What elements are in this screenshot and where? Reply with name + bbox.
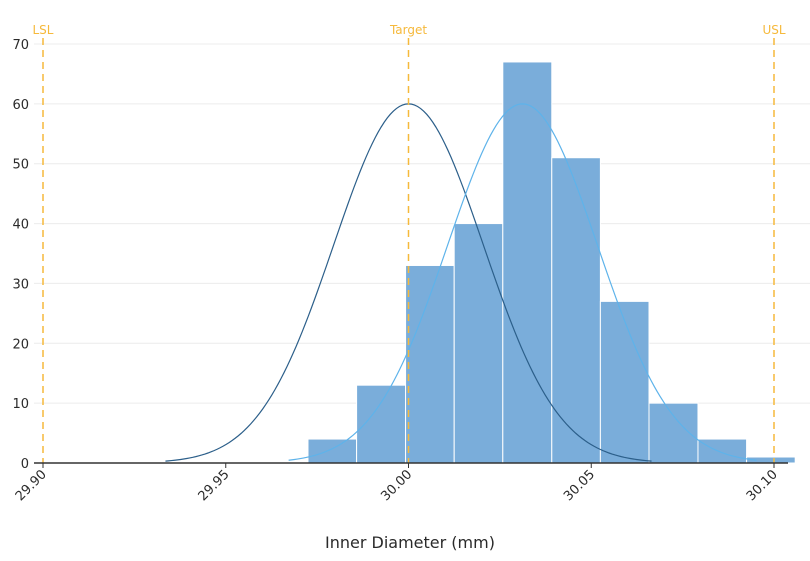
spec-label: Target xyxy=(389,23,427,37)
y-tick-label: 70 xyxy=(12,38,29,53)
histogram-bar xyxy=(551,157,601,464)
y-tick-label: 40 xyxy=(12,218,29,233)
y-tick-label: 10 xyxy=(12,397,29,412)
x-tick-label: 30.10 xyxy=(744,467,781,504)
y-tick-label: 30 xyxy=(12,277,29,292)
spec-limit-lines: LSL Target USL xyxy=(33,23,786,463)
histogram-bar xyxy=(307,438,358,464)
y-tick-label: 20 xyxy=(12,337,29,352)
x-axis-ticks: 29.90 29.95 30.00 30.05 30.10 xyxy=(13,463,781,504)
x-tick-label: 30.00 xyxy=(378,467,415,504)
y-tick-label: 0 xyxy=(21,457,29,472)
y-axis-ticks: 0 10 20 30 40 50 60 70 xyxy=(12,38,29,472)
spec-label: LSL xyxy=(33,23,54,37)
histogram-bar xyxy=(648,402,699,464)
histogram-bar xyxy=(405,264,455,464)
x-tick-label: 29.95 xyxy=(196,467,233,504)
histogram-bar xyxy=(502,61,553,464)
x-axis-title: Inner Diameter (mm) xyxy=(325,533,495,552)
normal-curve xyxy=(288,103,757,461)
histogram-bar xyxy=(453,223,504,464)
histogram-bar xyxy=(697,438,748,464)
y-tick-label: 50 xyxy=(12,158,29,173)
spec-label: USL xyxy=(762,23,785,37)
y-tick-label: 60 xyxy=(12,98,29,113)
histogram-bar xyxy=(599,300,650,464)
x-tick-label: 29.90 xyxy=(13,467,50,504)
x-tick-label: 30.05 xyxy=(561,467,598,504)
